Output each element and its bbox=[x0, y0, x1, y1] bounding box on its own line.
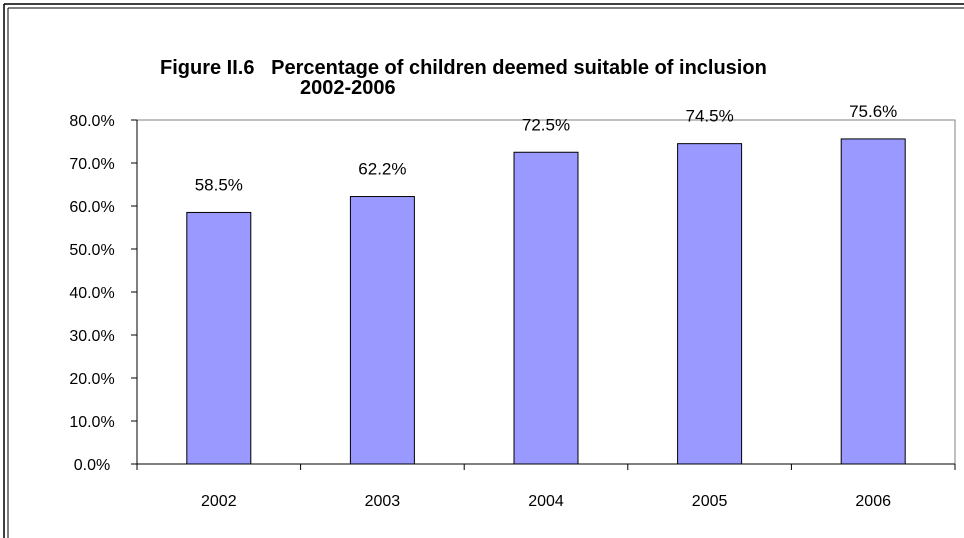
x-tick-label: 2002 bbox=[201, 493, 237, 510]
chart-title-line2: 2002-2006 bbox=[300, 77, 396, 99]
x-tick-label: 2006 bbox=[855, 493, 891, 510]
data-label: 75.6% bbox=[849, 102, 897, 121]
y-tick-label: 80.0% bbox=[69, 113, 114, 130]
data-label: 62.2% bbox=[358, 160, 406, 179]
bar bbox=[840, 138, 906, 465]
data-label: 72.5% bbox=[522, 115, 570, 134]
y-tick-label: 10.0% bbox=[69, 414, 114, 431]
x-tick-label: 2005 bbox=[692, 493, 728, 510]
x-tick-label: 2003 bbox=[365, 493, 401, 510]
y-tick-label: 30.0% bbox=[69, 328, 114, 345]
data-label: 58.5% bbox=[195, 175, 243, 194]
data-label: 74.5% bbox=[685, 107, 733, 126]
bar bbox=[677, 143, 743, 465]
x-tick-label: 2004 bbox=[528, 493, 564, 510]
y-tick-label: 0.0% bbox=[74, 457, 110, 474]
bar bbox=[186, 211, 252, 465]
plot-area: 0.0% 10.0% 20.0% 30.0% 40.0% 50.0% 60.0% 70.0% 8… bbox=[69, 102, 956, 510]
y-tick-label: 60.0% bbox=[69, 199, 114, 216]
y-tick-label: 40.0% bbox=[69, 285, 114, 302]
y-tick-label: 70.0% bbox=[69, 156, 114, 173]
bar bbox=[349, 196, 415, 465]
chart-title-line1: Figure II.6 Percentage of children deeme… bbox=[160, 57, 767, 79]
y-tick-label: 20.0% bbox=[69, 371, 114, 388]
bar bbox=[513, 151, 579, 465]
y-tick-label: 50.0% bbox=[69, 242, 114, 259]
